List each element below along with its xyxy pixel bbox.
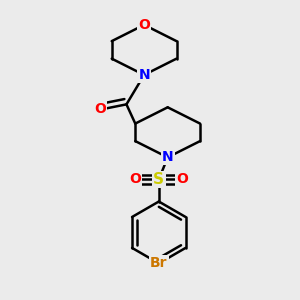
Text: O: O <box>94 102 106 116</box>
Text: N: N <box>138 68 150 82</box>
Text: O: O <box>138 18 150 32</box>
Text: N: N <box>162 150 173 164</box>
Text: S: S <box>153 172 164 187</box>
Text: O: O <box>176 172 188 186</box>
Text: O: O <box>129 172 141 186</box>
Text: Br: Br <box>150 256 168 270</box>
